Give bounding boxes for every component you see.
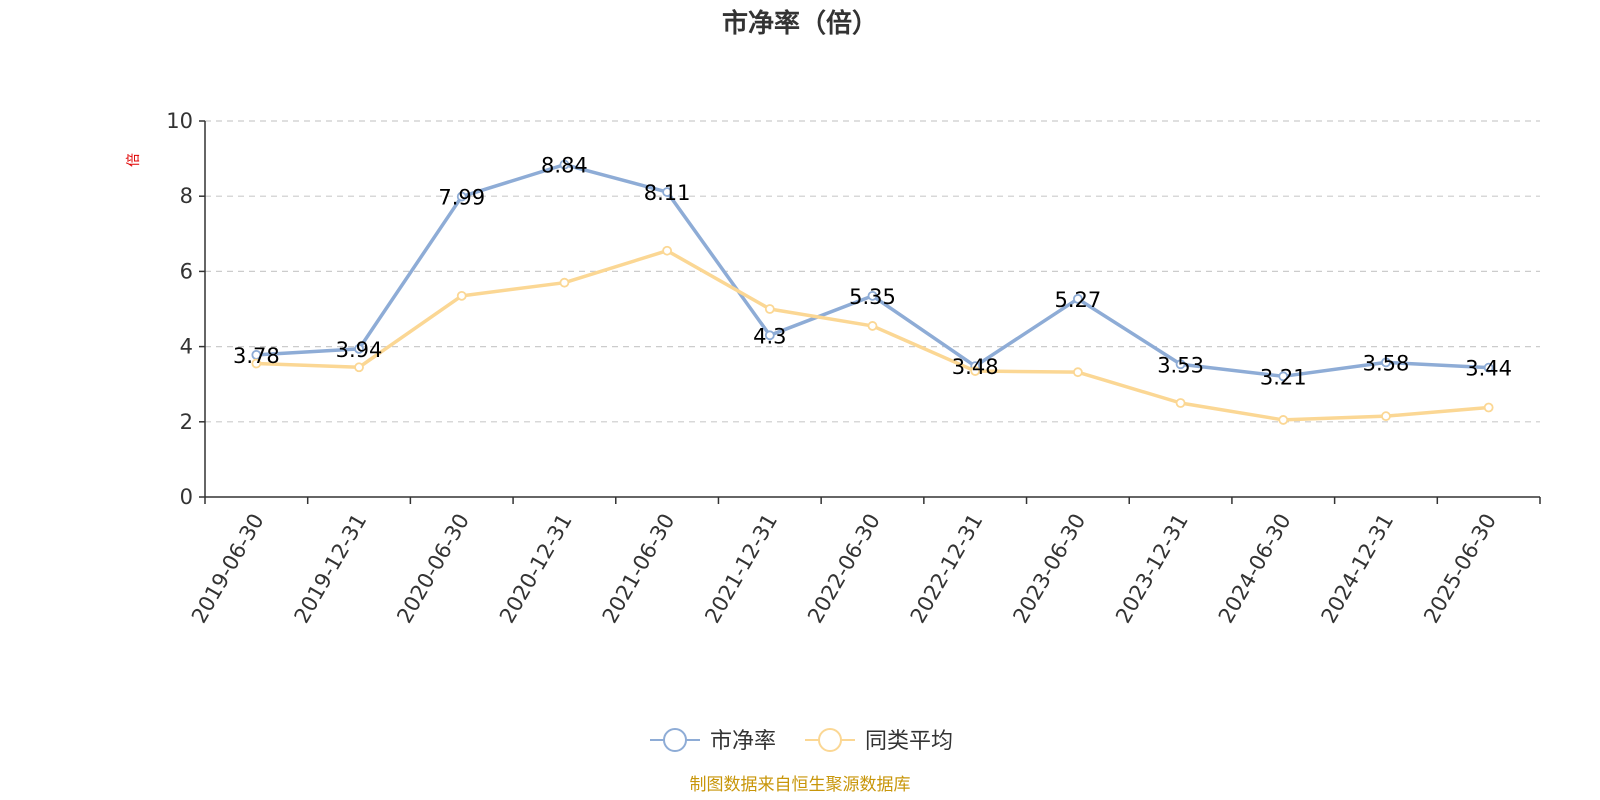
- x-tick-label: 2021-06-30: [598, 510, 680, 628]
- data-label: 8.11: [644, 181, 691, 205]
- x-tick-label: 2021-12-31: [700, 510, 782, 628]
- data-point: [764, 304, 775, 314]
- source-note: 制图数据来自恒生聚源数据库: [690, 775, 911, 795]
- data-point: [456, 191, 467, 202]
- x-tick-label: 2022-12-31: [906, 510, 988, 628]
- series-layer: [251, 159, 1494, 425]
- data-label: 3.53: [1157, 353, 1204, 377]
- data-point: [764, 330, 775, 341]
- data-point: [559, 159, 570, 170]
- data-point: [1483, 402, 1494, 413]
- data-point: [1175, 359, 1186, 370]
- data-point: [970, 366, 981, 376]
- data-point: [354, 362, 364, 373]
- y-tick-label: 2: [180, 410, 193, 434]
- y-tick-label: 10: [166, 109, 193, 133]
- data-point: [1381, 411, 1391, 422]
- x-tick-label: 2024-06-30: [1214, 510, 1296, 628]
- data-labels: 3.78 3.94 7.99 8.84 8.11 4.3 5.35 3.48 5.27 3.53 3…: [233, 154, 1512, 390]
- data-label: 3.48: [952, 355, 999, 379]
- y-tick-label: 0: [180, 485, 193, 509]
- x-tick-label: 2019-06-30: [187, 510, 269, 628]
- data-point: [1483, 362, 1494, 373]
- x-tick-label: 2023-12-31: [1111, 510, 1193, 628]
- y-tick-label: 8: [180, 184, 193, 208]
- series-line-1: [256, 248, 1489, 422]
- grid-lines: [205, 120, 1540, 423]
- x-tick-label: 2019-12-31: [290, 510, 372, 628]
- data-point: [867, 321, 878, 331]
- data-label: 4.3: [753, 324, 786, 348]
- x-tick-label: 2023-06-30: [1008, 510, 1090, 628]
- data-point: [1072, 367, 1083, 378]
- legend-marker-0: [663, 728, 687, 752]
- data-label: 3.21: [1260, 365, 1307, 389]
- data-label: 5.27: [1055, 288, 1102, 312]
- data-point: [1072, 293, 1083, 304]
- chart-title: 市净率（倍）: [722, 8, 878, 39]
- legend-marker-1: [818, 728, 842, 752]
- data-label: 8.84: [541, 154, 588, 178]
- data-point: [251, 358, 262, 369]
- data-point: [1381, 357, 1391, 368]
- legend-label-0: 市净率: [710, 729, 776, 754]
- data-point: [662, 187, 673, 197]
- legend: 市净率 同类平均: [650, 728, 953, 754]
- legend-label-1: 同类平均: [865, 729, 953, 754]
- data-point: [456, 290, 467, 301]
- data-point: [559, 277, 570, 288]
- x-tick-label: 2022-06-30: [803, 510, 885, 628]
- data-point: [354, 343, 364, 354]
- data-point: [1278, 371, 1289, 382]
- x-tick-label: 2020-12-31: [495, 510, 577, 628]
- data-label: 3.94: [336, 338, 383, 362]
- axes: [204, 121, 1540, 498]
- y-axis-ticks: 0 2 4 6 8 10: [166, 109, 205, 509]
- y-tick-label: 6: [180, 259, 193, 283]
- x-tick-label: 2025-06-30: [1419, 510, 1501, 628]
- x-tick-label: 2020-06-30: [392, 510, 474, 628]
- data-label: 3.58: [1363, 351, 1410, 375]
- x-tick-label: 2024-12-31: [1316, 510, 1398, 628]
- data-label: 7.99: [438, 186, 485, 210]
- y-tick-label: 4: [180, 335, 193, 359]
- data-point: [1175, 398, 1186, 408]
- data-point: [867, 290, 878, 301]
- data-label: 3.78: [233, 344, 280, 368]
- y-axis-label: 倍: [126, 153, 142, 167]
- data-label: 5.35: [849, 285, 896, 309]
- data-label: 3.44: [1465, 357, 1512, 381]
- data-point: [1278, 415, 1289, 425]
- x-axis-ticks: 2019-06-30 2019-12-31 2020-06-30 2020-12-31…: [187, 497, 1541, 628]
- data-point: [662, 245, 673, 256]
